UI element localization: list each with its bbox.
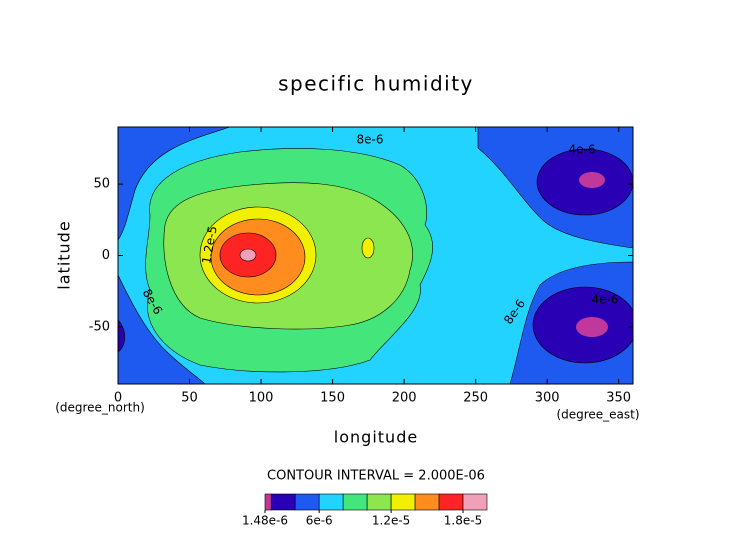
colorbar-box <box>270 493 296 511</box>
x-tick-label: 100 <box>249 391 274 406</box>
x-axis-label: longitude <box>334 428 418 447</box>
colorbar-box <box>462 493 488 511</box>
x-tick-label: 200 <box>392 391 417 406</box>
colorbar-label: 1.48e-6 <box>242 514 288 528</box>
colorbar-box <box>366 493 392 511</box>
contour-label: 4e-6 <box>592 293 619 307</box>
contour-map <box>118 127 633 384</box>
band-fill <box>118 127 231 241</box>
x-tick-label: 50 <box>181 391 198 406</box>
colorbar-box <box>342 493 368 511</box>
colorbar-label: 1.2e-5 <box>372 514 410 528</box>
colorbar-box <box>438 493 464 511</box>
y-tick-label: 0 <box>102 248 110 263</box>
x-units: (degree_east) <box>556 408 639 422</box>
x-tick-label: 0 <box>114 391 122 406</box>
x-tick-label: 350 <box>606 391 631 406</box>
colorbar-box <box>294 493 320 511</box>
band-fill <box>361 237 375 259</box>
colorbar-label: 6e-6 <box>306 514 333 528</box>
colorbar-box <box>318 493 344 511</box>
y-tick-label: 50 <box>93 177 110 192</box>
band-fill <box>579 172 605 188</box>
x-tick-label: 250 <box>463 391 488 406</box>
colorbar-box <box>414 493 440 511</box>
contour-label: 8e-6 <box>357 133 384 147</box>
chart-title: specific humidity <box>278 72 474 96</box>
contour-label: 4e-6 <box>569 143 596 157</box>
colorbar-label: 1.8e-5 <box>444 514 482 528</box>
band-fill <box>576 317 608 337</box>
contour-interval: CONTOUR INTERVAL = 2.000E-06 <box>267 469 485 484</box>
contour-label: 1.2e-5 <box>199 225 219 265</box>
band-fill <box>118 274 206 384</box>
x-tick-label: 150 <box>320 391 345 406</box>
y-axis-label: latitude <box>55 220 74 289</box>
colorbar-box <box>390 493 416 511</box>
band-fill <box>239 248 257 262</box>
x-tick-label: 300 <box>535 391 560 406</box>
colorbar-box <box>264 493 272 511</box>
y-tick-label: -50 <box>89 319 110 334</box>
y-units: (degree_north) <box>55 401 145 415</box>
